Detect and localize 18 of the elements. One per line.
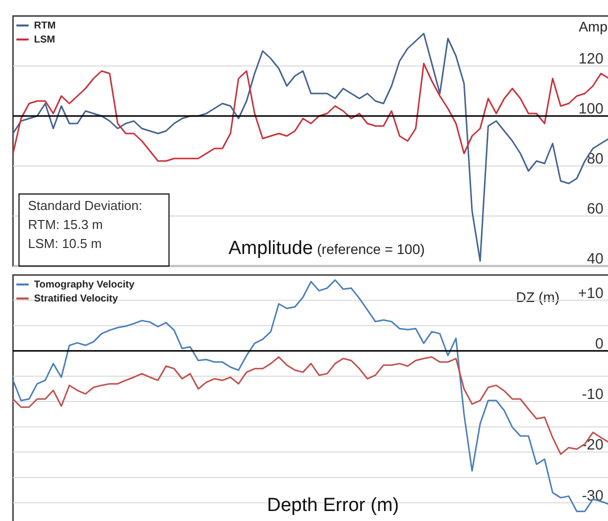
- y-tick-label: 120: [578, 50, 604, 68]
- legend-label: Stratified Velocity: [34, 294, 118, 304]
- text: (reference = 100): [317, 241, 425, 257]
- annotation: Standard Deviation: RTM: 15.3 m LSM: 10.5 m: [28, 198, 142, 251]
- y-axis-title: Amp: [578, 18, 608, 34]
- legend-label: Tomography Velocity: [34, 280, 135, 290]
- y-tick-label: -10: [582, 386, 604, 404]
- y-tick-label: -30: [582, 487, 604, 504]
- y-tick-label: 60: [586, 200, 604, 218]
- y-tick-label: 100: [578, 100, 604, 118]
- legend-label: LSM: [34, 34, 56, 46]
- y-tick-label: 40: [586, 250, 604, 268]
- legend-label: RTM: [34, 20, 56, 32]
- y-tick-label: +10: [578, 284, 604, 302]
- text: Amplitude: [228, 238, 313, 259]
- y-tick-label: -20: [582, 436, 604, 454]
- y-tick-label: 0: [595, 335, 604, 352]
- text: Depth Error (m): [267, 495, 399, 516]
